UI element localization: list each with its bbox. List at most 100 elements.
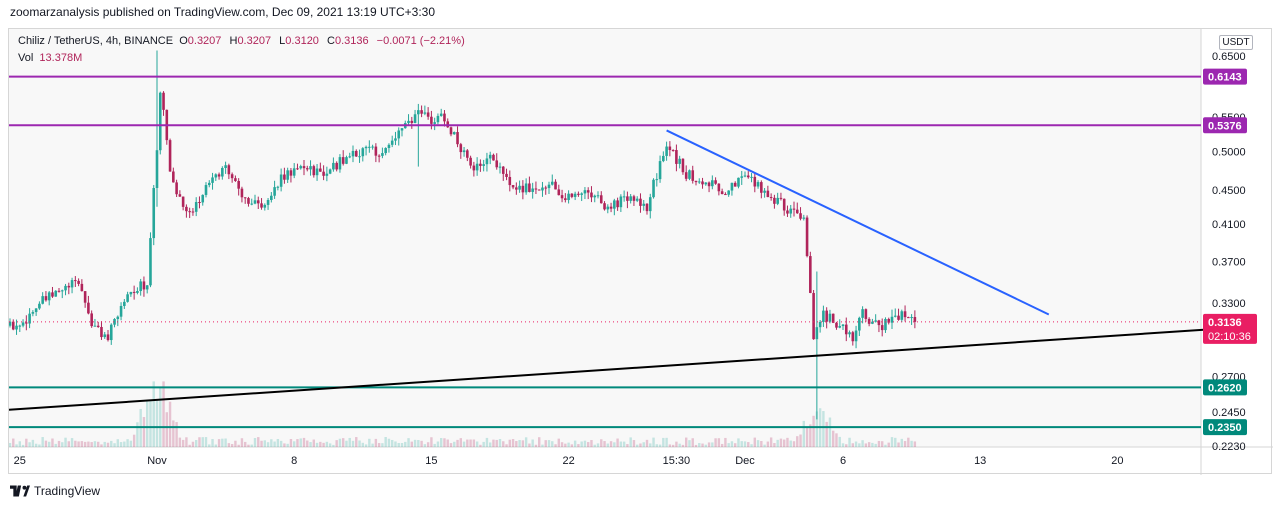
volume-bar bbox=[864, 443, 868, 447]
volume-bar bbox=[645, 439, 649, 447]
candle-body bbox=[809, 256, 812, 293]
candle-body bbox=[67, 285, 71, 288]
volume-bar bbox=[685, 437, 688, 447]
candle-body bbox=[900, 311, 904, 320]
candle-body bbox=[96, 325, 100, 327]
candle-body bbox=[51, 292, 54, 297]
candle-body bbox=[505, 173, 508, 177]
candle-body bbox=[364, 146, 368, 149]
resistance-level-label: 0.6143 bbox=[1208, 72, 1242, 84]
volume-bar bbox=[381, 443, 384, 447]
volume-bar bbox=[244, 441, 247, 447]
volume-bar bbox=[371, 443, 374, 447]
volume-bar bbox=[342, 438, 345, 447]
candle-body bbox=[694, 180, 698, 183]
volume-bar bbox=[717, 438, 721, 447]
volume-bar bbox=[230, 444, 234, 447]
candle-body bbox=[766, 190, 770, 198]
volume-bar bbox=[159, 387, 162, 447]
volume-bar bbox=[279, 440, 283, 447]
volume-bar bbox=[123, 441, 126, 447]
candle-body bbox=[145, 285, 149, 290]
chart-frame[interactable]: 0.65000.55000.50000.45000.41000.37000.33… bbox=[8, 28, 1273, 475]
candle-body bbox=[354, 150, 358, 157]
candle-body bbox=[54, 290, 58, 297]
volume-bar bbox=[688, 440, 691, 447]
volume-bar bbox=[351, 440, 355, 447]
volume-bar bbox=[861, 440, 864, 447]
candle-body bbox=[678, 158, 681, 164]
candle-body bbox=[253, 200, 257, 204]
volume-bar bbox=[266, 442, 270, 447]
candle-body bbox=[567, 193, 570, 201]
volume-bar bbox=[296, 439, 299, 447]
candle-body bbox=[913, 317, 917, 322]
low-value: 0.3120 bbox=[285, 35, 319, 47]
candle-body bbox=[384, 148, 387, 154]
candle-body bbox=[518, 185, 521, 190]
price-chart[interactable]: 0.65000.55000.50000.45000.41000.37000.33… bbox=[9, 29, 1273, 475]
volume-bar bbox=[348, 437, 351, 447]
candle-body bbox=[887, 318, 891, 323]
currency-unit-button[interactable]: USDT bbox=[1219, 35, 1253, 50]
candle-body bbox=[452, 132, 456, 135]
candle-body bbox=[158, 92, 162, 151]
volume-bar bbox=[234, 440, 237, 447]
volume-bar bbox=[825, 421, 828, 447]
volume-bar bbox=[521, 440, 525, 447]
volume-bar bbox=[740, 441, 743, 447]
tradingview-brand[interactable]: TradingView bbox=[10, 484, 100, 498]
candle-body bbox=[341, 157, 345, 164]
candle-body bbox=[688, 170, 691, 179]
volume-bar bbox=[188, 444, 191, 447]
candle-body bbox=[684, 172, 688, 179]
candle-body bbox=[580, 193, 583, 195]
volume-bar bbox=[41, 437, 44, 447]
candle-body bbox=[537, 189, 541, 191]
volume-bar bbox=[289, 438, 293, 447]
candle-body bbox=[818, 321, 822, 328]
candle-body bbox=[831, 313, 835, 323]
price-tick-label: 0.2450 bbox=[1212, 407, 1246, 419]
candle-body bbox=[116, 316, 120, 320]
candle-body bbox=[443, 113, 446, 122]
candle-body bbox=[671, 150, 675, 152]
volume-bar bbox=[495, 439, 498, 447]
volume-bar bbox=[407, 438, 410, 447]
candle-body bbox=[119, 305, 123, 317]
candle-body bbox=[603, 203, 606, 210]
candle-body bbox=[296, 168, 299, 170]
candle-body bbox=[724, 194, 727, 196]
candle-body bbox=[345, 157, 348, 164]
volume-bar bbox=[505, 444, 508, 447]
candle-body bbox=[34, 308, 38, 313]
volume-bar bbox=[345, 440, 348, 447]
volume-bar bbox=[97, 441, 100, 447]
volume-bar bbox=[724, 437, 727, 447]
volume-bar bbox=[910, 440, 913, 447]
volume-bar bbox=[867, 442, 871, 447]
last-price-tag bbox=[1203, 313, 1257, 344]
candle-body bbox=[221, 167, 224, 177]
volume-bar bbox=[907, 437, 910, 447]
volume-bar bbox=[756, 440, 760, 447]
candle-body bbox=[430, 116, 433, 124]
candle-body bbox=[292, 168, 296, 176]
descending-trendline bbox=[666, 129, 1050, 316]
volume-bar bbox=[332, 444, 335, 447]
time-tick-label: 15 bbox=[425, 455, 437, 467]
time-tick-label: 6 bbox=[840, 455, 846, 467]
candle-body bbox=[629, 196, 632, 201]
candle-body bbox=[38, 303, 41, 309]
candle-body bbox=[198, 202, 201, 204]
volume-key: Vol bbox=[18, 52, 34, 64]
candle-body bbox=[31, 312, 35, 314]
candle-body bbox=[459, 144, 463, 153]
volume-bar bbox=[789, 440, 792, 447]
candle-body bbox=[417, 110, 420, 115]
volume-bar bbox=[328, 443, 332, 447]
candle-body bbox=[185, 206, 188, 212]
candle-body bbox=[479, 163, 482, 166]
volume-bar bbox=[498, 439, 502, 447]
candle-body bbox=[25, 322, 28, 324]
